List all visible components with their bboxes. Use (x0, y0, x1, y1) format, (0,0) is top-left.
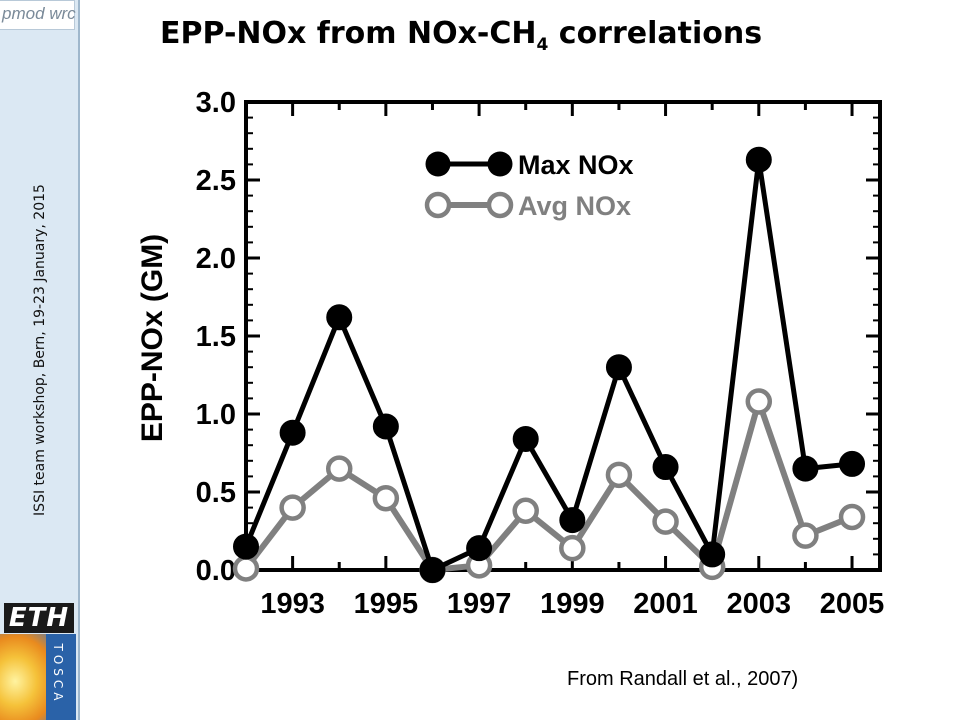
y-tick-label: 1.0 (196, 399, 236, 431)
y-axis-label: EPP-NOx (GM) (136, 234, 169, 442)
series-line-avg-nox (243, 391, 854, 574)
avg-nox-point (652, 508, 679, 535)
title-main: EPP-NOx from NOx-CH (160, 16, 537, 51)
title-end: correlations (548, 16, 763, 51)
x-tick-label: 2005 (820, 588, 885, 620)
x-tick-label: 2003 (727, 588, 792, 620)
y-tick-label: 0.5 (196, 477, 236, 509)
max-nox-point (512, 425, 539, 452)
source-caption: From Randall et al., 2007) (567, 668, 799, 690)
title-subscript: 4 (536, 35, 549, 55)
max-nox-point (652, 454, 679, 481)
max-nox-point (839, 450, 866, 477)
max-nox-point (699, 541, 726, 568)
max-nox-point (279, 419, 306, 446)
max-nox-point (559, 507, 586, 534)
avg-nox-point (232, 555, 260, 582)
max-nox-point (745, 146, 772, 173)
max-nox-point (792, 455, 819, 482)
max-nox-point (326, 304, 353, 331)
y-tick-label: 2.0 (196, 243, 236, 275)
max-nox-point (419, 557, 446, 583)
avg-nox-point (559, 534, 586, 562)
y-tick-label: 1.5 (196, 321, 236, 353)
y-tick-label: 2.5 (196, 165, 236, 197)
max-nox-point (605, 354, 632, 381)
avg-nox-point (325, 455, 353, 482)
legend-marker (487, 151, 513, 177)
legend-label: Max NOx (518, 150, 634, 180)
tosca-sun-icon (0, 634, 76, 720)
sidebar: pmod wrc ISSI team workshop, Bern, 19-23… (0, 0, 80, 720)
avg-nox-point (838, 503, 866, 531)
avg-nox-point (279, 494, 306, 521)
x-tick-label: 1995 (354, 588, 419, 620)
x-tick-label: 2001 (633, 588, 698, 620)
legend-marker (425, 151, 451, 177)
x-tick-label: 1997 (447, 588, 512, 620)
eth-logo: ETH (4, 603, 74, 633)
logo-text: pmod wrc (2, 4, 76, 23)
avg-nox-point (792, 522, 819, 549)
legend-label: Avg NOx (518, 191, 631, 221)
series-line-max-nox (243, 159, 853, 574)
y-tick-label: 3.0 (196, 87, 236, 119)
tosca-logo: TOSCA (0, 634, 76, 720)
legend-marker (424, 191, 452, 219)
avg-nox-point (512, 497, 539, 524)
x-tick-label: 1993 (260, 588, 325, 620)
y-tick-label: 0.0 (196, 555, 236, 587)
avg-nox-point (372, 484, 400, 512)
max-nox-point (466, 535, 493, 562)
pmod-wrc-logo: pmod wrc (0, 0, 76, 30)
avg-nox-point (745, 388, 773, 415)
max-nox-point (233, 533, 259, 560)
max-nox-point (372, 413, 399, 440)
slide-title: EPP-NOx from NOx-CH4 correlations (160, 16, 762, 55)
x-tick-label: 1999 (540, 588, 605, 620)
legend-marker (486, 191, 514, 219)
avg-nox-point (605, 461, 633, 489)
